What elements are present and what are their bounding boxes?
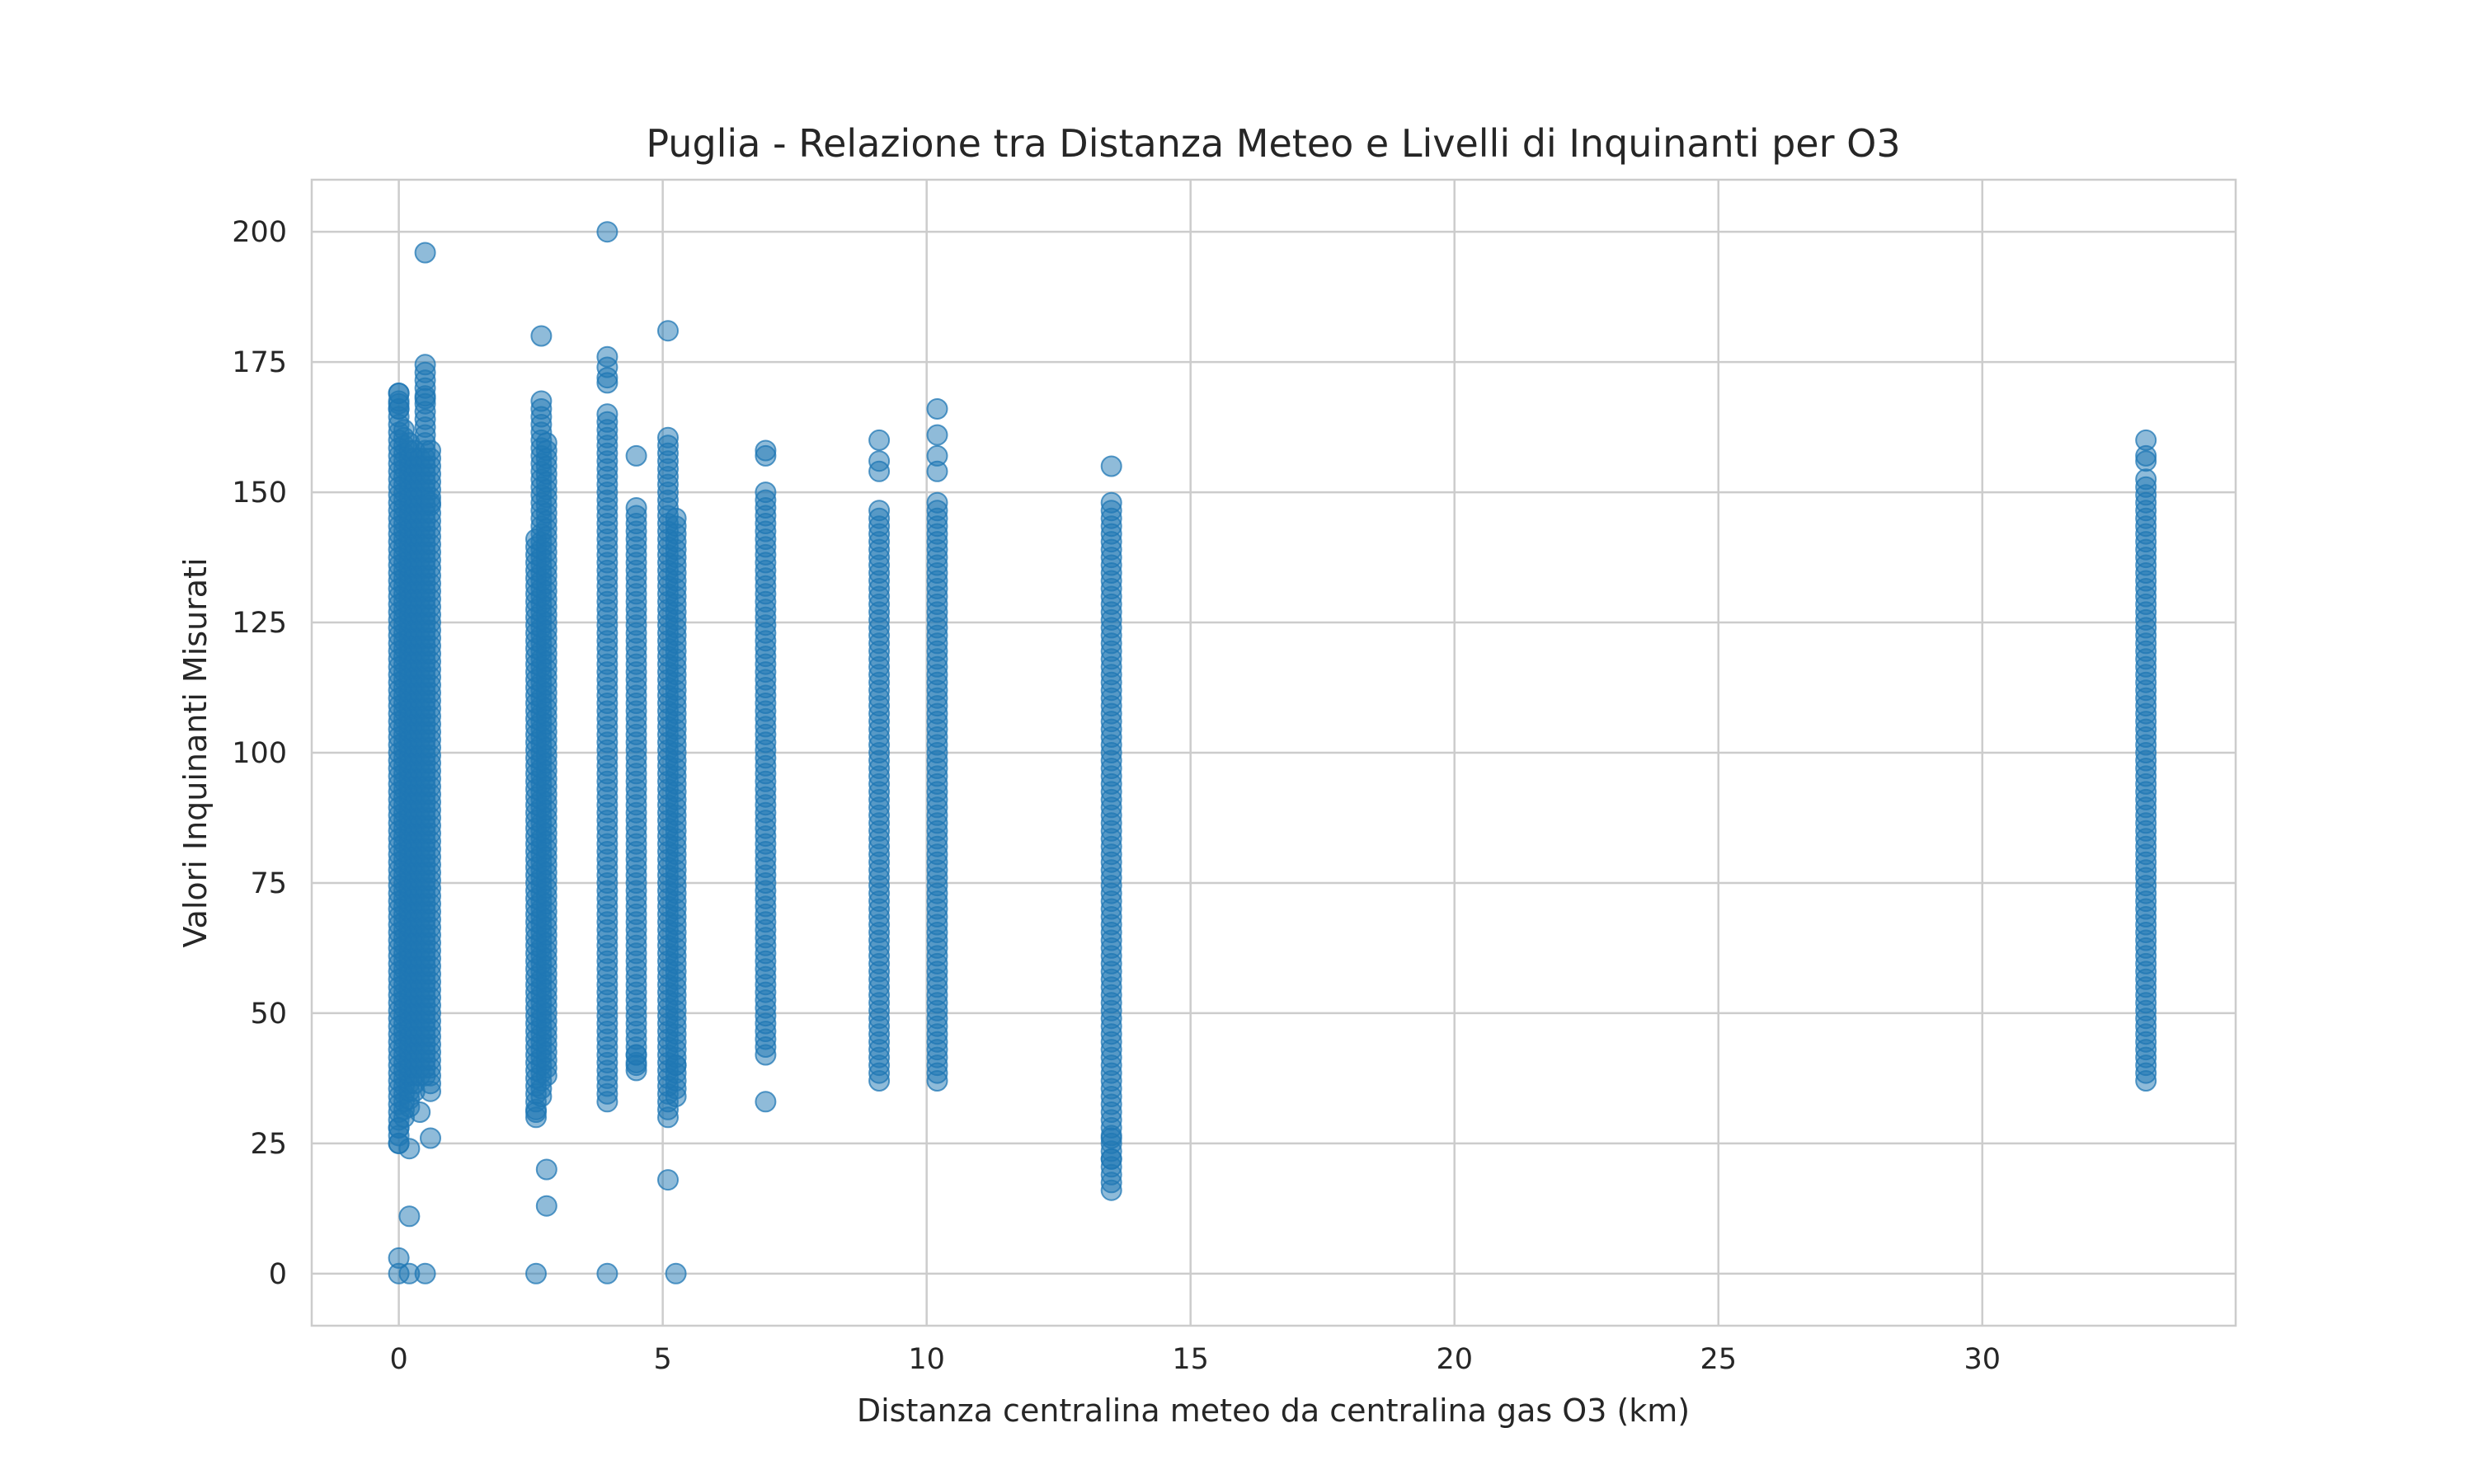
y-tick-label: 75	[250, 867, 287, 900]
data-point	[535, 1158, 557, 1181]
y-tick-label: 175	[232, 346, 287, 379]
data-point	[420, 439, 441, 462]
data-point	[926, 491, 948, 514]
data-point	[535, 432, 557, 454]
y-tick-label: 150	[232, 477, 287, 510]
data-point	[414, 354, 436, 376]
x-tick-label: 0	[389, 1343, 407, 1376]
x-tick-label: 15	[1172, 1343, 1209, 1376]
x-axis-label: Distanza centralina meteo da centralina …	[857, 1392, 1690, 1429]
data-point	[596, 221, 618, 243]
data-point	[388, 383, 410, 404]
chart-title: Puglia - Relazione tra Distanza Meteo e …	[646, 121, 1900, 166]
data-point	[420, 491, 441, 514]
data-point	[625, 1054, 647, 1077]
data-point	[657, 426, 679, 448]
data-point	[625, 497, 647, 519]
data-point	[755, 444, 777, 467]
data-point	[596, 1262, 618, 1284]
data-point	[414, 1262, 436, 1284]
data-point	[755, 1091, 777, 1113]
data-point	[2135, 468, 2157, 491]
y-axis-label: Valori Inquinanti Misurati	[177, 557, 214, 947]
data-point	[868, 429, 891, 451]
y-tick-label: 200	[232, 216, 287, 249]
data-point	[1100, 455, 1122, 477]
data-point	[398, 1205, 421, 1228]
x-tick-label: 10	[908, 1343, 945, 1376]
data-point	[1100, 491, 1122, 514]
tick-labels: 0 5 10 15 20 25 30 0 25 50 75 100 125 150 175 200	[232, 216, 2001, 1376]
data-point	[868, 460, 891, 482]
data-point	[596, 403, 618, 425]
data-point	[414, 242, 436, 264]
data-point	[926, 460, 948, 482]
x-tick-label: 20	[1436, 1343, 1473, 1376]
plot-area	[310, 178, 2237, 1327]
data-point	[2135, 450, 2157, 472]
x-tick-label: 30	[1964, 1343, 2001, 1376]
data-point	[414, 387, 436, 410]
data-point	[409, 1101, 431, 1123]
data-points	[388, 221, 2157, 1284]
data-point	[665, 1054, 687, 1077]
data-point	[388, 1247, 410, 1269]
data-point	[420, 1127, 441, 1149]
data-point	[530, 325, 553, 347]
data-point	[530, 390, 553, 412]
y-tick-label: 0	[269, 1258, 287, 1291]
data-point	[657, 1169, 679, 1191]
data-point	[657, 320, 679, 342]
x-tick-label: 25	[1700, 1343, 1737, 1376]
y-tick-label: 50	[250, 998, 287, 1031]
data-point	[755, 481, 777, 504]
data-point	[665, 1262, 687, 1284]
y-tick-label: 125	[232, 607, 287, 640]
y-tick-label: 100	[232, 737, 287, 770]
y-tick-label: 25	[250, 1128, 287, 1161]
data-point	[596, 372, 618, 394]
data-point	[665, 507, 687, 529]
data-point	[926, 424, 948, 446]
data-point	[398, 1138, 421, 1160]
data-point	[1100, 1127, 1122, 1149]
x-tick-label: 5	[653, 1343, 671, 1376]
data-point	[868, 500, 891, 522]
data-point	[525, 1262, 547, 1284]
data-point	[926, 398, 948, 420]
data-point	[1100, 1148, 1122, 1170]
data-point	[535, 1195, 557, 1217]
data-point	[625, 444, 647, 467]
